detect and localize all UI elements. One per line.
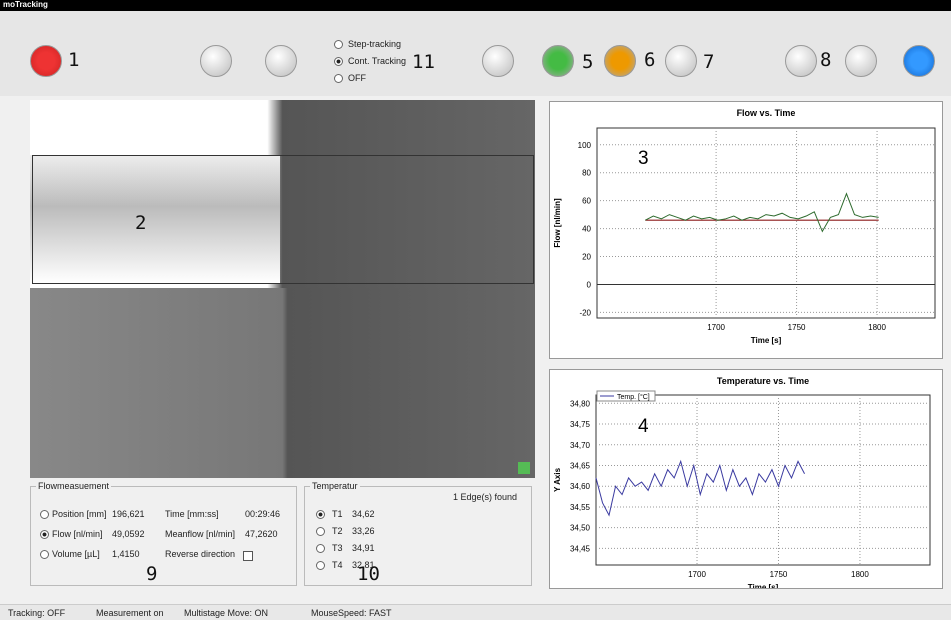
y-tick-label: 20	[582, 253, 591, 262]
annotation: 5	[582, 51, 593, 73]
x-axis-label: Time [s]	[751, 336, 782, 345]
label: Time [mm:ss]	[165, 509, 219, 519]
data-line	[645, 194, 878, 232]
radio	[316, 510, 325, 519]
value: 196,621	[112, 509, 145, 519]
label: T4	[332, 560, 343, 570]
app-window: moTracking 1 5 6 7 8 11 Step-tracking Co…	[0, 0, 951, 619]
label: Volume [µL]	[52, 549, 100, 559]
y-tick-label: 34,70	[570, 441, 591, 450]
status-item: Measurement on	[96, 608, 164, 618]
y-tick-label: 34,60	[570, 482, 591, 491]
chart-title: Flow vs. Time	[737, 108, 796, 118]
y-axis-label: Y Axis	[553, 467, 562, 492]
x-tick-label: 1700	[688, 570, 706, 579]
x-axis-label: Time [s]	[748, 583, 779, 589]
status-item: Multistage Move: ON	[184, 608, 268, 618]
y-tick-label: 34,80	[570, 399, 591, 408]
x-tick-label: 1750	[770, 570, 788, 579]
value: 33,26	[352, 526, 375, 536]
label: Flow [nl/min]	[52, 529, 103, 539]
y-tick-label: 34,55	[570, 503, 591, 512]
label: T3	[332, 543, 343, 553]
value: 34,62	[352, 509, 375, 519]
edge-status: 1 Edge(s) found	[453, 492, 517, 502]
annotation: 10	[357, 563, 380, 585]
play-button[interactable]	[542, 45, 574, 77]
legend-label: Temp. [°C]	[617, 393, 650, 401]
y-tick-label: 80	[582, 169, 591, 178]
chart-title: Temperature vs. Time	[717, 376, 809, 386]
annotation: 2	[135, 212, 146, 234]
notes-button[interactable]	[665, 45, 697, 77]
y-tick-label: 60	[582, 197, 591, 206]
annotation: 1	[68, 49, 79, 71]
graph-button[interactable]	[482, 45, 514, 77]
y-tick-label: -20	[579, 308, 591, 317]
radio	[316, 561, 325, 570]
flow-chart: Flow vs. Time Time [s] Flow [nl/min] 1700 17…	[549, 101, 943, 359]
label: Step-tracking	[348, 39, 401, 49]
annotation: 8	[820, 49, 831, 71]
value: 1,4150	[112, 549, 140, 559]
radio	[40, 550, 49, 559]
value: 00:29:46	[245, 509, 280, 519]
record-button[interactable]	[604, 45, 636, 77]
x-tick-label: 1800	[851, 570, 869, 579]
temperature-chart: Temperature vs. Time Time [s] Y Axis 1700 17…	[549, 369, 943, 589]
y-tick-label: 0	[587, 280, 592, 289]
radio	[316, 544, 325, 553]
y-tick-label: 34,65	[570, 461, 591, 470]
x-tick-label: 1800	[868, 323, 886, 332]
camera-button[interactable]	[200, 45, 232, 77]
annotation: 9	[146, 563, 157, 585]
value: 34,91	[352, 543, 375, 553]
check-icon	[518, 462, 530, 474]
settings-button[interactable]	[785, 45, 817, 77]
radio	[316, 527, 325, 536]
value: 47,2620	[245, 529, 278, 539]
export-button[interactable]	[845, 45, 877, 77]
panel-title: Flowmeasuement	[36, 481, 111, 491]
radio	[40, 530, 49, 539]
y-axis-label: Flow [nl/min]	[553, 198, 562, 248]
annotation: 7	[703, 51, 714, 73]
radio	[40, 510, 49, 519]
camera-image: 2	[30, 100, 535, 478]
y-tick-label: 100	[578, 141, 592, 150]
status-item: Tracking: OFF	[8, 608, 65, 618]
title-bar: moTracking	[0, 0, 951, 11]
radio-option[interactable]: Step-tracking	[334, 39, 401, 49]
y-tick-label: 34,45	[570, 544, 591, 553]
annotation: 6	[644, 49, 655, 71]
annotation: 4	[638, 416, 649, 437]
toolbar: 1 5 6 7 8 11 Step-tracking Cont. Trackin…	[0, 11, 951, 96]
panel-title: Temperatur	[310, 481, 360, 491]
x-tick-label: 1750	[788, 323, 806, 332]
annotation: 11	[412, 51, 435, 73]
power-button[interactable]	[30, 45, 62, 77]
label: T2	[332, 526, 343, 536]
y-tick-label: 40	[582, 225, 591, 234]
label: Meanflow [nl/min]	[165, 529, 235, 539]
status-bar: Tracking: OFF Measurement on Multistage Mo…	[0, 604, 951, 620]
x-tick-label: 1700	[707, 323, 725, 332]
y-tick-label: 34,50	[570, 524, 591, 533]
image-lower	[30, 288, 535, 478]
radio-option[interactable]: Cont. Tracking	[334, 56, 406, 66]
y-tick-label: 34,75	[570, 420, 591, 429]
value: 49,0592	[112, 529, 145, 539]
label: Cont. Tracking	[348, 56, 406, 66]
help-button[interactable]	[903, 45, 935, 77]
label: Position [mm]	[52, 509, 107, 519]
snapshot-button[interactable]	[265, 45, 297, 77]
radio-option[interactable]: OFF	[334, 73, 366, 83]
status-item: MouseSpeed: FAST	[311, 608, 392, 618]
annotation: 3	[638, 148, 649, 169]
label: Reverse direction	[165, 549, 235, 559]
checkbox	[243, 551, 253, 561]
label: T1	[332, 509, 343, 519]
roi-box	[32, 155, 534, 284]
label: OFF	[348, 73, 366, 83]
